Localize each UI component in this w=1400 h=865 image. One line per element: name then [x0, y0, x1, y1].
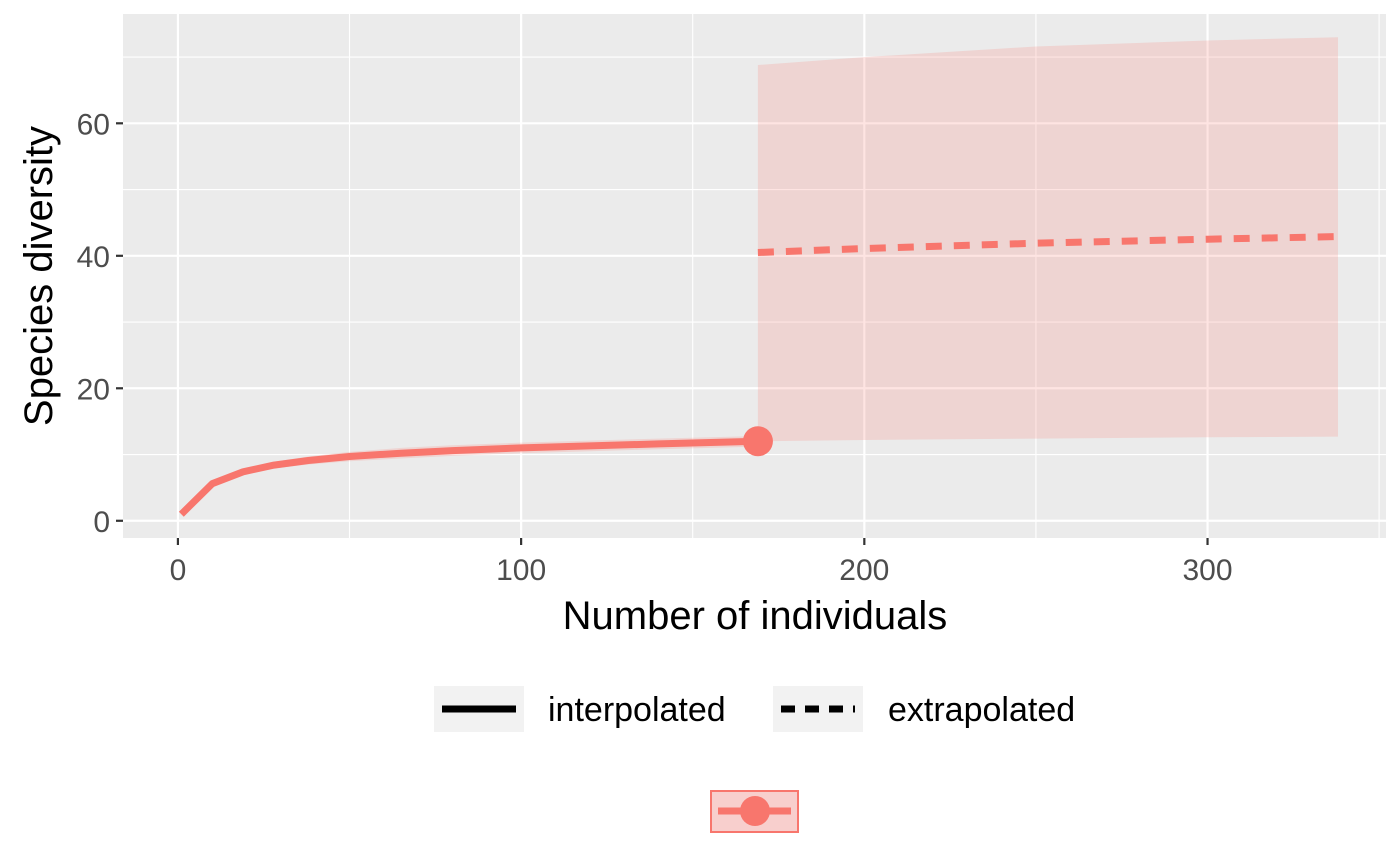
- y-tick-label: 20: [77, 373, 110, 406]
- legend-series-point: [740, 796, 770, 826]
- series-lines: [178, 233, 1339, 517]
- y-tick-label: 0: [93, 506, 110, 539]
- legend-linetype: interpolated extrapolated: [434, 686, 1075, 732]
- x-axis-title: Number of individuals: [563, 594, 948, 638]
- axis-ticks: [116, 122, 1209, 545]
- minor-gridlines: [123, 14, 1386, 538]
- line-extrapolated: [757, 233, 1339, 256]
- line-interpolated: [178, 437, 758, 517]
- legend-label-interpolated: interpolated: [548, 691, 726, 729]
- legend-color: [710, 790, 799, 833]
- y-axis-title: Species diversity: [17, 126, 61, 426]
- x-tick-label: 0: [170, 554, 187, 587]
- x-tick-label: 100: [496, 554, 546, 587]
- y-tick-label: 40: [77, 241, 110, 274]
- legend-label-extrapolated: extrapolated: [888, 691, 1075, 729]
- x-tick-label: 300: [1183, 554, 1233, 587]
- tick-labels: 0 100 200 300 0 20 40 60: [77, 108, 1233, 587]
- y-tick-label: 60: [77, 108, 110, 141]
- ribbon-extrapolated: [757, 37, 1338, 442]
- observed-points: [742, 426, 773, 457]
- x-tick-label: 200: [839, 554, 889, 587]
- observed-point: [742, 426, 773, 457]
